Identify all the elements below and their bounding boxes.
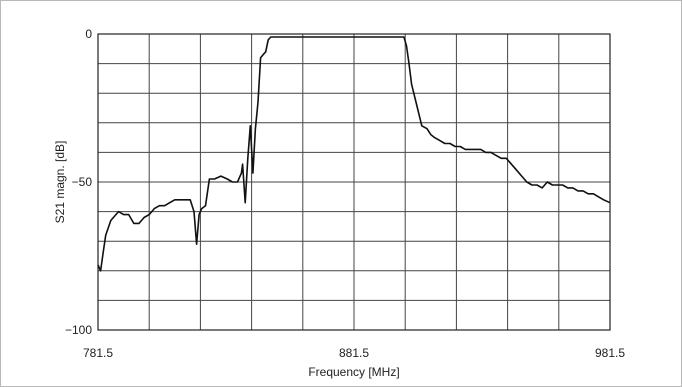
- x-axis-label: Frequency [MHz]: [308, 365, 399, 379]
- grid: [98, 34, 610, 330]
- s21-magnitude-series-line: [97, 36, 611, 272]
- x-tick-label-781-5: 781.5: [83, 346, 113, 360]
- y-axis-label: S21 magn. [dB]: [53, 141, 67, 224]
- y-tick-label-minus100: −100: [65, 323, 92, 337]
- x-tick-label-981-5: 981.5: [595, 346, 625, 360]
- y-tick-label-0: 0: [85, 27, 92, 41]
- y-tick-label-minus50: −50: [72, 175, 93, 189]
- plot-area-border: [97, 33, 611, 331]
- x-tick-label-881-5: 881.5: [339, 346, 369, 360]
